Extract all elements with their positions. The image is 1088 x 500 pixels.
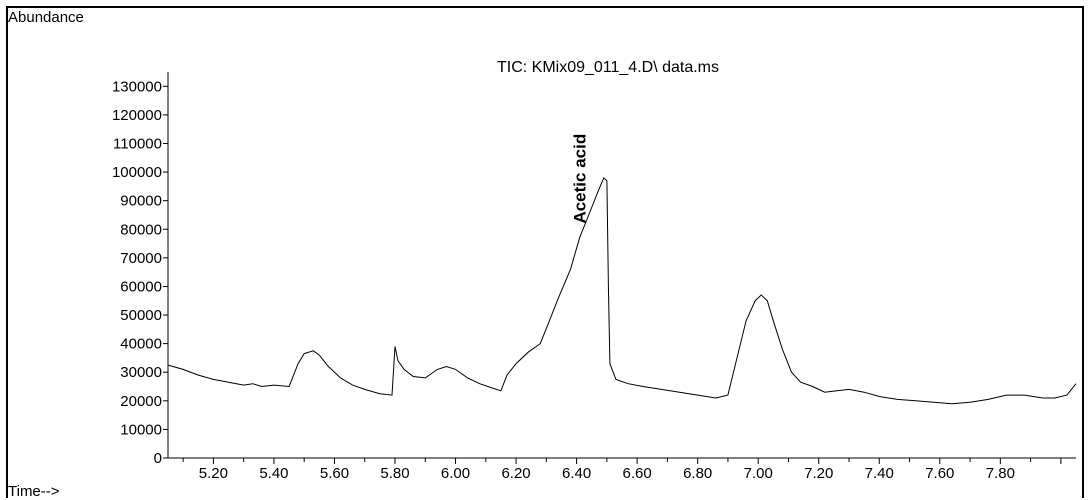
y-tick-label: 110000 — [113, 135, 162, 152]
x-tick-label: 7.00 — [744, 465, 773, 482]
x-tick-label: 7.20 — [804, 465, 833, 482]
axes — [167, 72, 1076, 459]
series-line — [167, 176, 1077, 405]
chart-frame — [6, 6, 1084, 498]
y-tick-label: 80000 — [120, 221, 162, 238]
x-tick-label: 5.60 — [320, 465, 349, 482]
y-tick-label: 10000 — [120, 421, 162, 438]
annotations: Acetic acid — [571, 134, 590, 224]
x-tick-label: 5.40 — [259, 465, 288, 482]
annotation-label: Acetic acid — [571, 134, 590, 224]
y-tick-label: 130000 — [112, 78, 162, 95]
x-tick-label: 6.80 — [683, 465, 712, 482]
y-tick-label: 90000 — [120, 193, 162, 210]
y-tick-label: 0 — [154, 450, 162, 467]
chart-title: TIC: KMix09_011_4.D\ data.ms — [497, 59, 719, 76]
x-ticks: 5.20 5.40 5.60 5.80 6.00 6.20 6.40 6.60 6.80 7.00… — [182, 458, 1062, 482]
y-tick-label: 100000 — [112, 164, 162, 181]
y-tick-label: 60000 — [120, 278, 162, 295]
x-tick-label: 5.80 — [380, 465, 409, 482]
y-axis-label: Abundance — [8, 9, 84, 26]
x-tick-label: 6.60 — [623, 465, 652, 482]
x-tick-label: 6.40 — [562, 465, 591, 482]
x-tick-label: 6.00 — [441, 465, 470, 482]
series-group — [167, 176, 1077, 405]
x-axis-label: Time--> — [8, 483, 60, 500]
x-tick-label: 7.40 — [865, 465, 894, 482]
y-ticks: 0 10000 20000 30000 40000 50000 60000 70000 8000… — [112, 78, 168, 467]
y-tick-label: 120000 — [112, 107, 162, 124]
y-tick-label: 20000 — [120, 393, 162, 410]
x-tick-label: 6.20 — [501, 465, 530, 482]
x-tick-label: 7.80 — [986, 465, 1015, 482]
x-tick-label: 7.60 — [925, 465, 954, 482]
x-tick-label: 5.20 — [199, 465, 228, 482]
y-tick-label: 50000 — [120, 307, 162, 324]
y-tick-label: 70000 — [120, 250, 162, 267]
y-tick-label: 30000 — [120, 364, 162, 381]
y-tick-label: 40000 — [120, 336, 162, 353]
